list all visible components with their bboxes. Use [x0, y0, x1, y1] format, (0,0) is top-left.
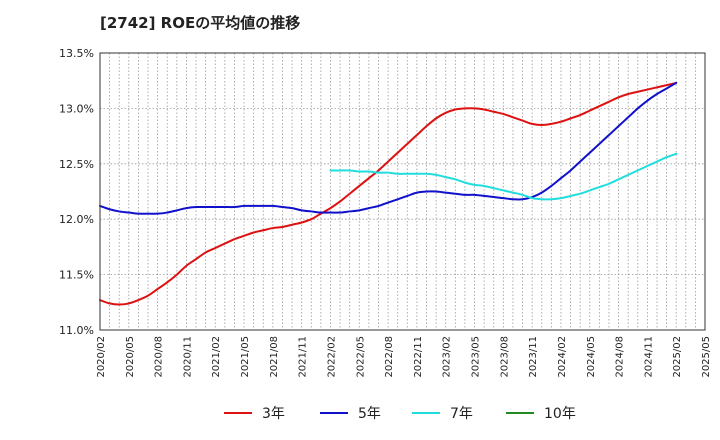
x-tick-label: 2023/02: [442, 336, 453, 378]
x-tick-label: 2025/05: [701, 336, 712, 378]
x-tick-label: 2023/08: [499, 336, 510, 378]
series-layer: [99, 81, 678, 306]
x-tick-label: 2021/05: [240, 336, 251, 378]
x-tick-label: 2023/05: [471, 336, 482, 378]
legend-label-2: 7年: [450, 406, 473, 422]
x-tick-label: 2022/08: [384, 336, 395, 378]
y-tick-label: 13.5%: [59, 47, 94, 60]
legend-layer: 3年 5年 7年 10年: [224, 406, 576, 422]
x-tick-label: 2020/08: [154, 336, 165, 378]
y-tick-label: 11.5%: [59, 269, 94, 282]
x-tick-label: 2020/11: [182, 336, 193, 378]
x-tick-label: 2023/11: [528, 336, 539, 378]
x-tick-label: 2024/11: [643, 336, 654, 378]
x-tick-label: 2020/05: [125, 336, 136, 378]
x-tick-label: 2021/11: [298, 336, 309, 378]
legend-label-3: 10年: [544, 406, 576, 422]
plot-border: [99, 52, 706, 331]
x-tick-label: 2024/02: [557, 336, 568, 378]
x-tick-label: 2022/02: [326, 336, 337, 378]
y-tick-label: 12.0%: [59, 213, 94, 226]
x-tick-label: 2020/02: [96, 336, 107, 378]
x-tick-label: 2024/08: [615, 336, 626, 378]
x-tick-label: 2021/02: [211, 336, 222, 378]
x-tick-label: 2024/05: [586, 336, 597, 378]
grid-layer: [100, 53, 705, 330]
series-line-0: [99, 81, 678, 306]
series-line-2: [329, 152, 678, 201]
plot-area: [100, 53, 705, 330]
axis-layer: 11.0% 11.5% 12.0% 12.5% 13.0% 13.5% 2020/02 202…: [59, 47, 712, 378]
legend-label-0: 3年: [262, 406, 285, 422]
y-tick-label: 11.0%: [59, 324, 94, 337]
x-tick-label: 2022/11: [413, 336, 424, 378]
chart-title: [2742] ROEの平均値の推移: [100, 14, 301, 32]
y-tick-label: 12.5%: [59, 158, 94, 171]
x-tick-label: 2022/05: [355, 336, 366, 378]
series-line-1: [99, 81, 678, 215]
legend-label-1: 5年: [358, 406, 381, 422]
x-tick-label: 2021/08: [269, 336, 280, 378]
x-tick-label: 2025/02: [672, 336, 683, 378]
y-tick-label: 13.0%: [59, 102, 94, 115]
